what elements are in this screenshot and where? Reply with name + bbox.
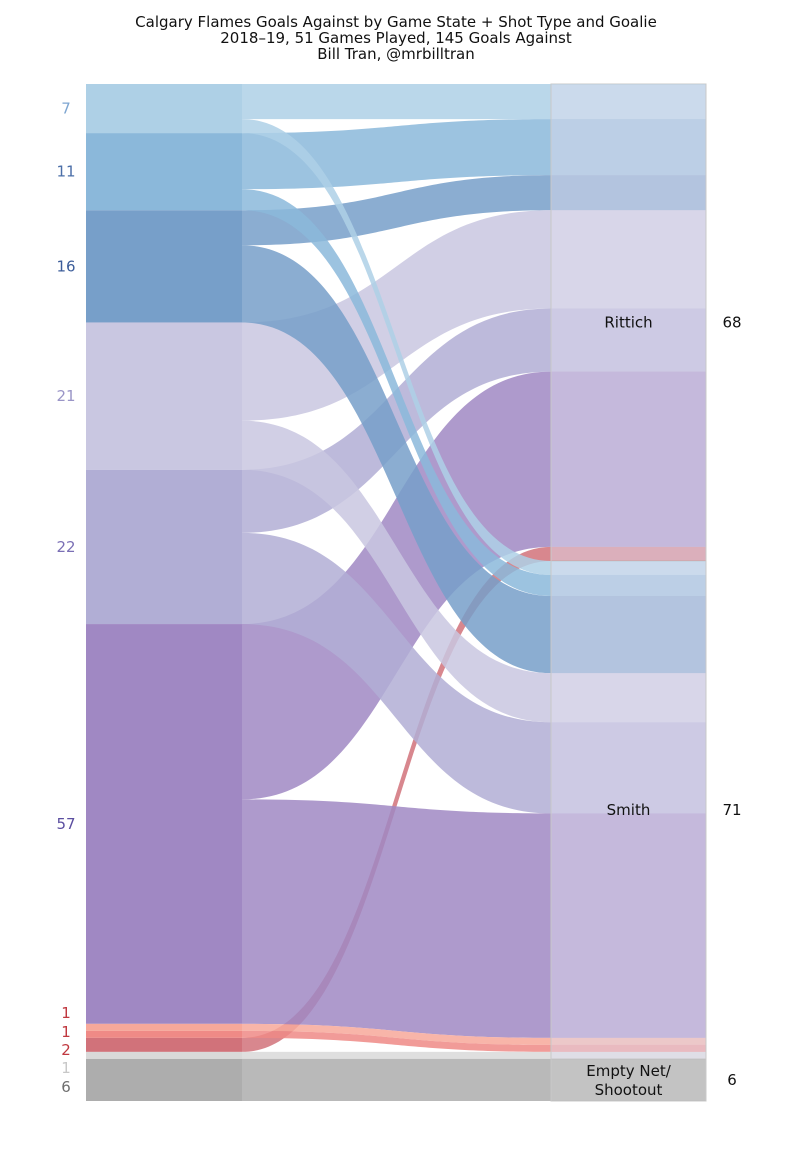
source-bar-s11 — [86, 133, 242, 211]
target-total-en: 6 — [727, 1071, 737, 1089]
source-label-g6: 6 — [61, 1078, 71, 1096]
target-band-s22 — [551, 308, 706, 372]
source-bar-s16 — [86, 210, 242, 323]
source-label-r1b: 1 — [61, 1023, 71, 1041]
source-nodes-layer — [86, 84, 242, 1101]
target-label-smith: Smith — [607, 801, 651, 819]
source-bar-g6 — [86, 1058, 242, 1101]
target-node-smith — [550, 560, 707, 1060]
link-s11-smith — [242, 189, 551, 597]
source-label-s21: 21 — [56, 387, 75, 405]
link-r2-rittich — [242, 546, 551, 1052]
target-label-rittich: Rittich — [604, 313, 652, 331]
chart-subtitle: 2018–19, 51 Games Played, 145 Goals Agai… — [220, 29, 572, 47]
link-s16-rittich — [242, 175, 551, 246]
link-r1a-smith — [242, 1023, 551, 1045]
link-g1-smith — [242, 1051, 551, 1059]
target-node-rittich — [550, 83, 707, 562]
link-s16-smith — [242, 245, 551, 674]
target-band-r2 — [551, 546, 706, 561]
target-band-r1b — [551, 1044, 706, 1052]
source-label-g1: 1 — [61, 1059, 71, 1077]
link-g6-en — [242, 1058, 551, 1101]
source-label-r2: 2 — [61, 1041, 71, 1059]
target-label2-en: Shootout — [595, 1081, 663, 1099]
chart-title: Calgary Flames Goals Against by Game Sta… — [135, 13, 657, 31]
source-bar-r1b — [86, 1030, 242, 1038]
source-label-s16: 16 — [56, 257, 75, 275]
target-band-s21 — [551, 673, 706, 723]
target-node-en — [550, 1058, 707, 1102]
source-bar-s22 — [86, 469, 242, 625]
target-band-s16 — [551, 175, 706, 211]
link-s57-smith — [242, 799, 551, 1038]
source-bar-s21 — [86, 322, 242, 470]
chart-credit: Bill Tran, @mrbilltran — [317, 45, 475, 63]
target-label-en: Empty Net/ — [586, 1062, 671, 1080]
source-label-r1a: 1 — [61, 1004, 71, 1022]
target-band-s22 — [551, 722, 706, 814]
links-layer — [242, 84, 551, 1101]
source-bar-r1a — [86, 1023, 242, 1031]
link-s7-smith — [242, 119, 551, 575]
source-label-s57: 57 — [56, 815, 75, 833]
source-label-s22: 22 — [56, 538, 75, 556]
target-nodes-layer — [550, 83, 707, 1102]
target-band-s11 — [551, 574, 706, 597]
source-bar-s7 — [86, 84, 242, 134]
link-r1b-smith — [242, 1030, 551, 1052]
target-band-g1 — [551, 1051, 706, 1059]
target-band-s16 — [551, 596, 706, 674]
target-band-s57 — [551, 371, 706, 547]
target-band-g6 — [551, 1058, 706, 1101]
source-bar-g1 — [86, 1051, 242, 1059]
target-band-s7 — [551, 84, 706, 120]
source-label-s7: 7 — [61, 100, 71, 118]
source-label-s11: 11 — [56, 163, 75, 181]
link-s21-rittich — [242, 210, 551, 421]
target-band-s21 — [551, 210, 706, 309]
target-band-s11 — [551, 119, 706, 176]
target-band-s57 — [551, 813, 706, 1038]
link-s21-smith — [242, 420, 551, 723]
target-total-rittich: 68 — [722, 313, 741, 331]
target-band-r1a — [551, 1037, 706, 1045]
target-band-s7 — [551, 560, 706, 575]
source-bar-r2 — [86, 1037, 242, 1052]
link-s7-rittich — [242, 84, 551, 120]
link-s22-smith — [242, 532, 551, 814]
target-total-smith: 71 — [722, 801, 741, 819]
source-bar-s57 — [86, 624, 242, 1024]
